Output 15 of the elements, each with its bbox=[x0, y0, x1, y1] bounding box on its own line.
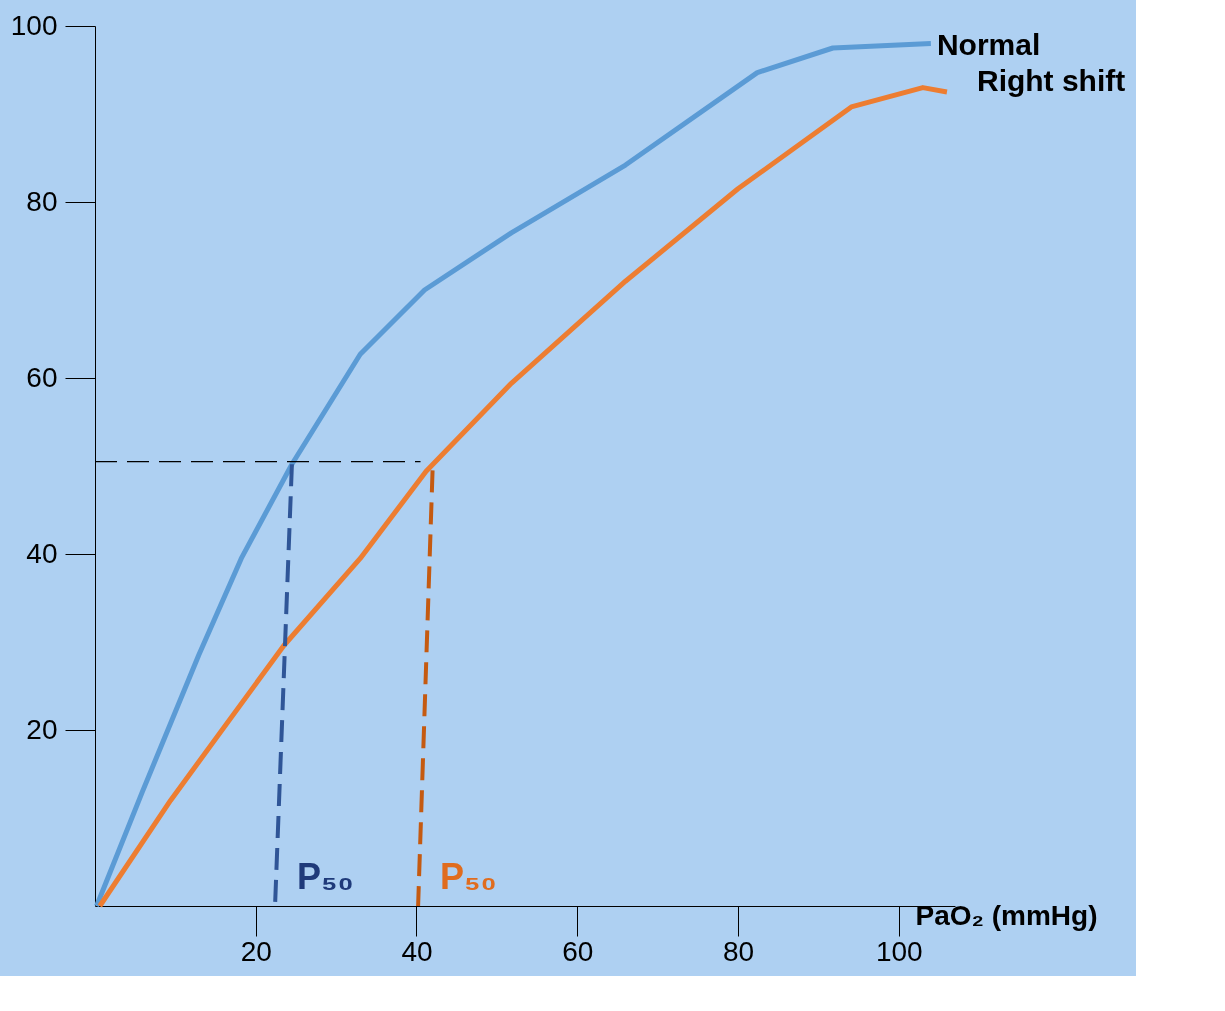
series-label: Normal bbox=[936, 27, 1041, 61]
x-tick-label: 20 bbox=[240, 935, 272, 967]
y-tick-label: 40 bbox=[26, 537, 58, 569]
x-axis-title: PaO₂ (mmHg) bbox=[915, 899, 1098, 931]
x-tick-label: 60 bbox=[562, 935, 594, 967]
x-tick-label: 40 bbox=[401, 935, 433, 967]
y-tick-label: 60 bbox=[26, 361, 58, 393]
y-tick-label: 100 bbox=[10, 9, 58, 41]
series-label: Right shift bbox=[976, 64, 1126, 97]
y-tick-label: 20 bbox=[26, 713, 58, 745]
annotation: P₅₀ bbox=[297, 856, 354, 897]
annotation: P₅₀ bbox=[440, 856, 497, 897]
x-tick-label: 80 bbox=[722, 935, 755, 967]
x-tick-label: 100 bbox=[875, 935, 923, 967]
y-tick-label: 80 bbox=[26, 185, 58, 217]
